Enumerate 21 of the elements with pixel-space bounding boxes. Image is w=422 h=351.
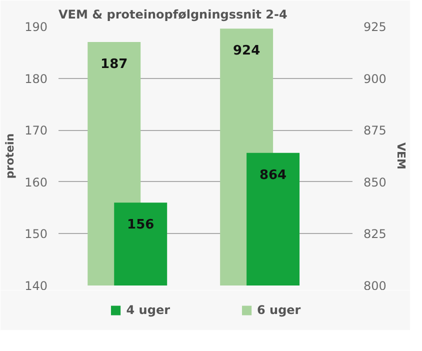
y-tick-label: 150 — [24, 227, 48, 242]
y-tick-label: 180 — [24, 72, 48, 86]
y2-axis-title: VEM — [394, 142, 408, 170]
y-tick-label: 160 — [24, 175, 48, 190]
y2-tick-label: 900 — [364, 72, 386, 86]
data-label: 924 — [232, 44, 260, 59]
y2-tick-label: 875 — [364, 124, 386, 138]
data-label: 864 — [259, 168, 287, 183]
y-tick-label: 170 — [24, 124, 48, 138]
chart-title: VEM & proteinopfølgningssnit 2-4 — [58, 8, 288, 22]
y2-tick-label: 800 — [364, 279, 386, 293]
legend-label: 6 uger — [257, 303, 301, 317]
y-tick-label: 140 — [24, 279, 48, 293]
y-tick-label: 190 — [24, 20, 48, 34]
y-axis-title: protein — [4, 133, 17, 179]
y2-tick-label: 825 — [364, 227, 386, 242]
legend-label: 4 uger — [126, 303, 170, 317]
data-label: 187 — [100, 57, 128, 72]
data-label: 156 — [127, 218, 154, 233]
y2-tick-label: 850 — [364, 175, 386, 190]
y2-tick-label: 925 — [364, 20, 386, 34]
